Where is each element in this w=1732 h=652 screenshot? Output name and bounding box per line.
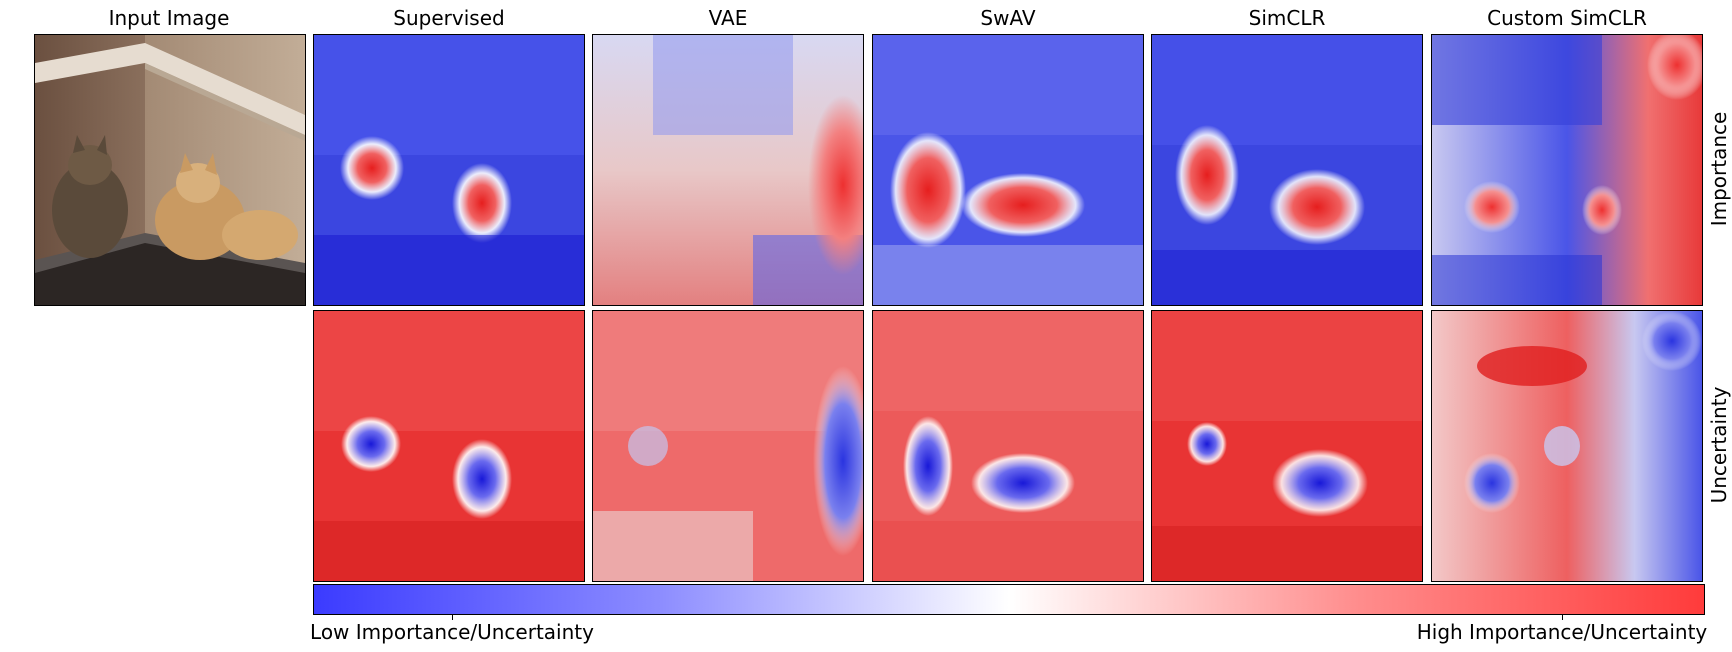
heatmap-custom-simclr-uncertainty [1431,310,1703,582]
colorbar-low-tick [452,614,453,620]
colorbar-high-tick [1562,614,1563,620]
heatmap-simclr-uncertainty [1151,310,1423,582]
heatmap-swav-uncertainty [872,310,1144,582]
heatmap-simclr-importance [1151,34,1423,306]
input-image [34,34,306,306]
title-custom-simclr: Custom SimCLR [1487,6,1647,30]
heatmap-swav-importance [872,34,1144,306]
heatmap-vae-uncertainty [592,310,864,582]
two-cats-photo-icon [35,35,305,305]
title-swav: SwAV [980,6,1036,30]
colorbar-high-label: High Importance/Uncertainty [1416,620,1708,644]
row-label-importance: Importance [1707,111,1731,227]
colorbar [313,584,1705,615]
heatmap-supervised-importance [313,34,585,306]
title-vae: VAE [708,6,748,30]
heatmap-custom-simclr-importance [1431,34,1703,306]
title-supervised: Supervised [393,6,505,30]
heatmap-supervised-uncertainty [313,310,585,582]
row-label-uncertainty: Uncertainty [1707,386,1731,504]
colorbar-low-label: Low Importance/Uncertainty [310,620,594,644]
title-input-image: Input Image [108,6,230,30]
title-simclr: SimCLR [1248,6,1326,30]
heatmap-vae-importance [592,34,864,306]
